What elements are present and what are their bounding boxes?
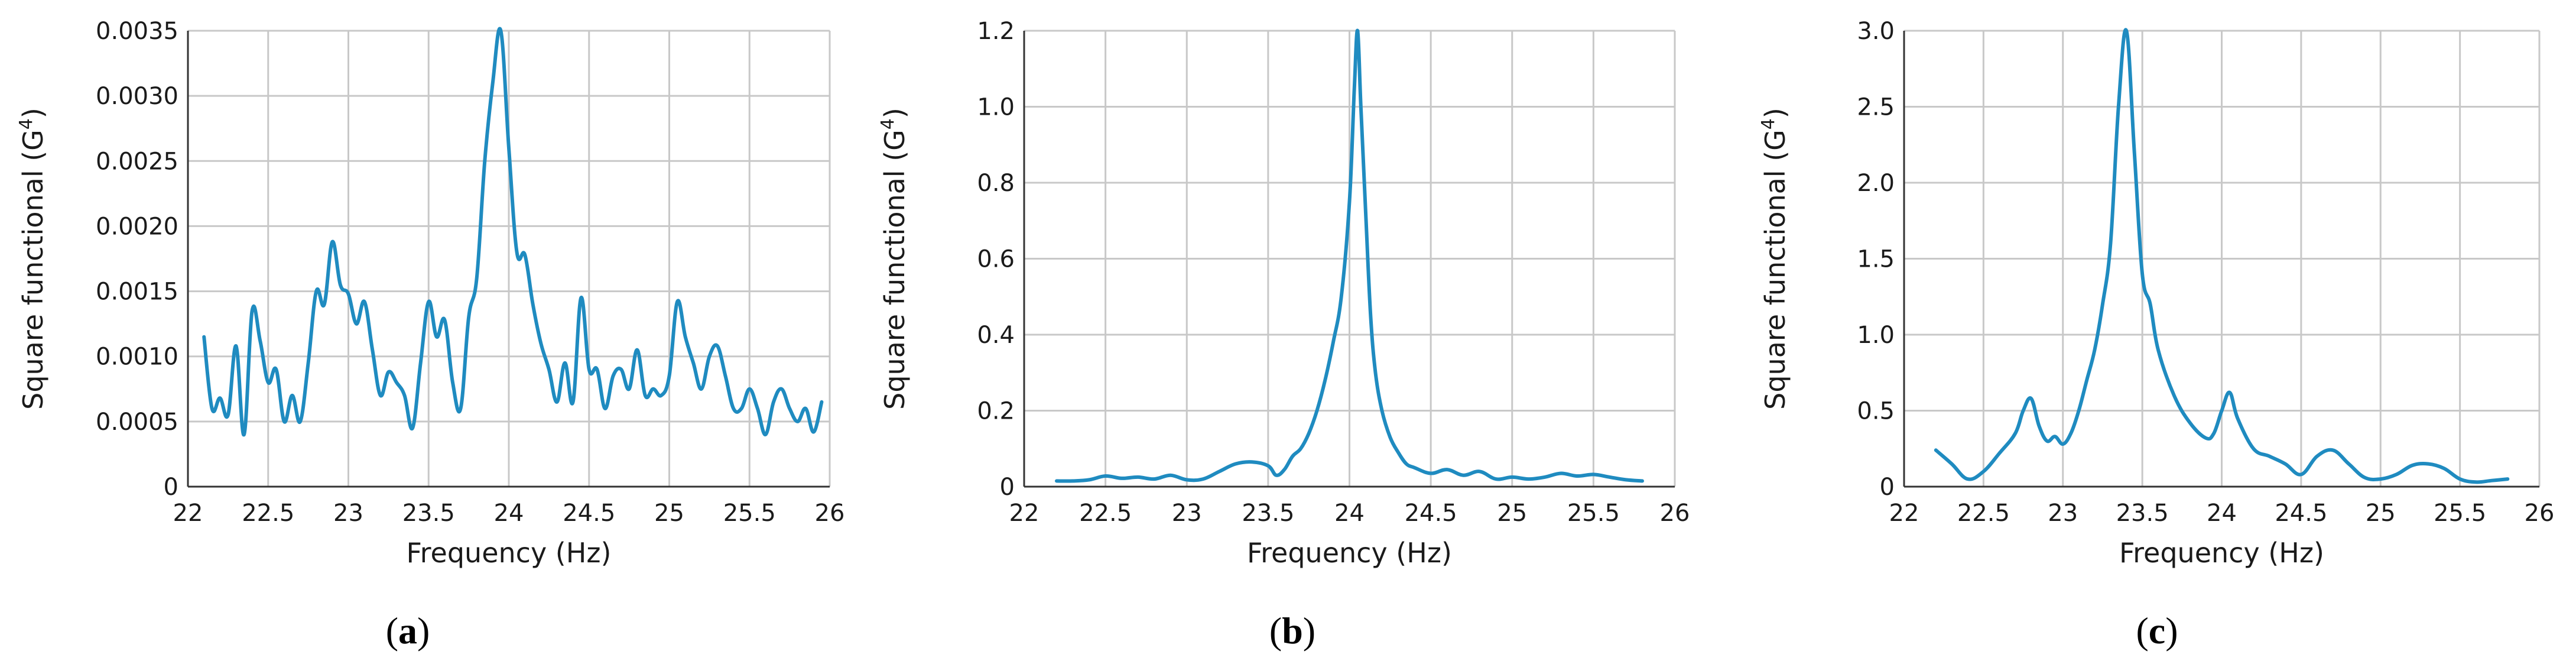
- x-tick-label: 22.5: [242, 500, 294, 527]
- y-tick-label: 0.5: [1857, 398, 1895, 425]
- y-axis-title-main: Square functional (G: [17, 129, 49, 410]
- panel-label-open: (: [1269, 610, 1282, 652]
- x-tick-label: 25: [2366, 500, 2396, 527]
- y-axis-title-close: ): [1759, 108, 1791, 118]
- y-axis-title: Square functional (G4): [1758, 108, 1791, 410]
- y-tick-label: 1.0: [977, 94, 1015, 121]
- y-tick-label: 0.0010: [96, 344, 178, 371]
- x-tick-label: 22: [1889, 500, 1919, 527]
- series-line: [1934, 28, 2510, 484]
- panel-a: 22 22.5 23 23.5 24 24.5 25 25.5 26 0 0.0005 0.0010 0…: [16, 18, 844, 652]
- series-line: [202, 27, 824, 436]
- y-tick-label: 2.0: [1857, 170, 1895, 197]
- y-axis-title: Square functional (G4): [16, 108, 49, 410]
- x-tick-label: 24: [494, 500, 524, 527]
- panel-label-open: (: [386, 610, 398, 652]
- x-tick-label: 22.5: [1957, 500, 2010, 527]
- series-line: [1055, 28, 1644, 483]
- y-tick-label: 0.4: [977, 322, 1015, 349]
- x-tick-label: 26: [815, 500, 845, 527]
- x-tick-label: 25: [1497, 500, 1527, 527]
- x-tick-label: 23: [333, 500, 363, 527]
- x-tick-label: 24.5: [1405, 500, 1457, 527]
- x-tick-label: 25.5: [1567, 500, 1620, 527]
- y-tick-label: 0.0015: [96, 279, 178, 306]
- x-tick-label: 24.5: [2275, 500, 2327, 527]
- x-tick-label: 25.5: [723, 500, 776, 527]
- x-tick-label: 23.5: [1242, 500, 1294, 527]
- x-tick-label: 22.5: [1079, 500, 1132, 527]
- x-tick-label: 23.5: [2116, 500, 2169, 527]
- x-tick-label: 22: [173, 500, 203, 527]
- x-tick-label: 24: [2207, 500, 2237, 527]
- y-tick-label: 0.0030: [96, 83, 178, 110]
- y-tick-label: 0: [1880, 474, 1895, 501]
- x-tick-label: 23: [2048, 500, 2078, 527]
- y-tick-label: 0.2: [977, 398, 1015, 425]
- x-tick-label: 24.5: [563, 500, 615, 527]
- y-tick-label: 0.6: [977, 246, 1015, 273]
- panel-label-letter: c: [2149, 610, 2165, 652]
- y-tick-label: 0.0025: [96, 148, 178, 175]
- x-tick-label: 24: [1334, 500, 1365, 527]
- y-axis-title-close: ): [17, 108, 49, 118]
- x-axis-title: Frequency (Hz): [2119, 537, 2324, 569]
- panel-label: (a): [386, 610, 430, 652]
- y-axis-title-superscript: 4: [16, 118, 37, 129]
- y-tick-label: 0: [164, 474, 178, 501]
- y-tick-label: 0: [1000, 474, 1015, 501]
- y-tick-label: 0.0035: [96, 18, 178, 45]
- x-axis-title: Frequency (Hz): [407, 537, 612, 569]
- x-tick-label: 26: [2525, 500, 2555, 527]
- x-tick-label: 23.5: [402, 500, 455, 527]
- y-tick-label: 0.0005: [96, 409, 178, 436]
- panel-label-close: ): [1303, 610, 1315, 652]
- y-tick-label: 1.2: [977, 18, 1015, 45]
- x-tick-label: 22: [1009, 500, 1040, 527]
- panel-label-letter: b: [1282, 610, 1303, 652]
- panel-label-close: ): [2165, 610, 2178, 652]
- panel-label: (c): [2136, 610, 2178, 652]
- x-tick-label: 25: [654, 500, 684, 527]
- panel-label: (b): [1269, 610, 1315, 652]
- panel-label-open: (: [2136, 610, 2148, 652]
- panel-c: 22 22.5 23 23.5 24 24.5 25 25.5 26 0 0.5 1.0 1.5 2.0 2…: [1758, 18, 2554, 652]
- y-tick-label: 2.5: [1857, 94, 1895, 121]
- panel-label-close: ): [417, 610, 430, 652]
- x-axis-title: Frequency (Hz): [1247, 537, 1452, 569]
- y-tick-label: 0.8: [977, 170, 1015, 197]
- x-tick-label: 26: [1660, 500, 1690, 527]
- y-axis-title-superscript: 4: [878, 118, 898, 129]
- y-tick-label: 0.0020: [96, 213, 178, 240]
- panel-label-letter: a: [398, 610, 417, 652]
- y-tick-label: 1.5: [1857, 246, 1895, 273]
- x-tick-label: 25.5: [2434, 500, 2486, 527]
- y-axis-title-superscript: 4: [1758, 118, 1779, 129]
- panel-b: 22 22.5 23 23.5 24 24.5 25 25.5 26 0 0.2 0.4 0.6 0.8 1…: [878, 18, 1690, 652]
- y-tick-label: 1.0: [1857, 322, 1895, 349]
- y-axis-title-close: ): [879, 108, 911, 118]
- y-axis-title-main: Square functional (G: [1759, 129, 1791, 410]
- x-tick-label: 23: [1172, 500, 1202, 527]
- y-axis-title: Square functional (G4): [878, 108, 911, 410]
- y-axis-title-main: Square functional (G: [879, 129, 911, 410]
- y-tick-label: 3.0: [1857, 18, 1895, 45]
